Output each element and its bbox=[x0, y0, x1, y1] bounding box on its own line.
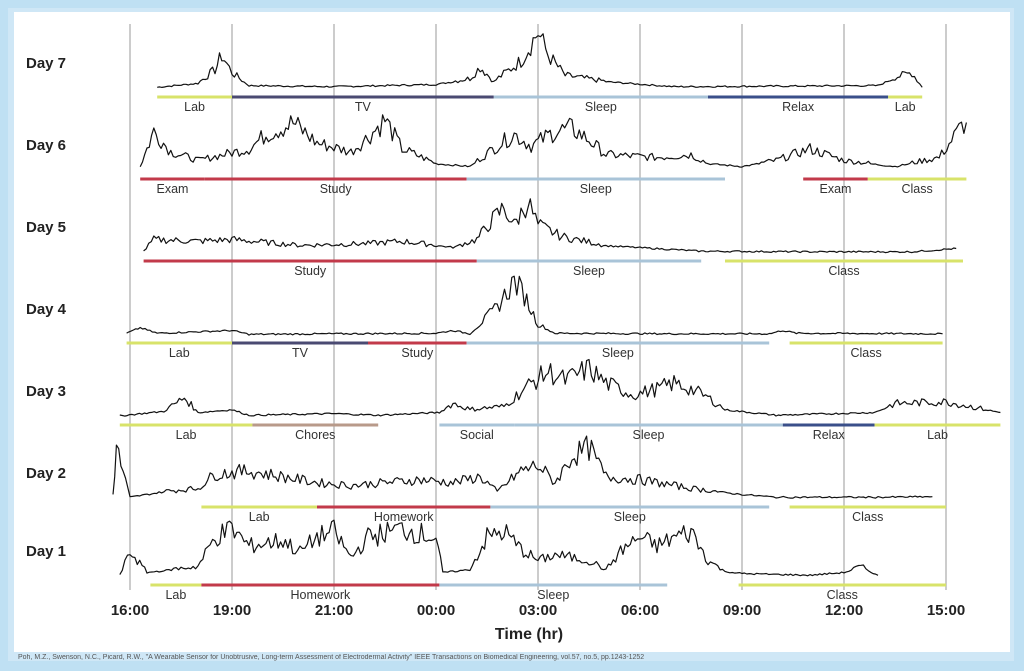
activity-label: Relax bbox=[782, 100, 815, 114]
activity-label: Class bbox=[901, 182, 932, 196]
eda-trace bbox=[119, 519, 879, 577]
activity-label: Sleep bbox=[585, 100, 617, 114]
day-label: Day 3 bbox=[26, 383, 66, 400]
x-tick-label: 00:00 bbox=[417, 602, 455, 619]
activity-label: Lab bbox=[184, 100, 205, 114]
day-label: Day 1 bbox=[26, 543, 66, 560]
activity-label: Sleep bbox=[573, 264, 605, 278]
eda-trace bbox=[157, 33, 923, 88]
x-tick-label: 06:00 bbox=[621, 602, 659, 619]
activity-label: Exam bbox=[157, 182, 189, 196]
eda-trace bbox=[112, 435, 933, 499]
eda-trace bbox=[139, 114, 967, 168]
day-label: Day 4 bbox=[26, 301, 67, 318]
activity-label: Lab bbox=[895, 100, 916, 114]
x-tick-label: 15:00 bbox=[927, 602, 965, 619]
x-tick-label: 16:00 bbox=[111, 602, 149, 619]
activity-label: TV bbox=[292, 346, 309, 360]
activity-label: Study bbox=[294, 264, 327, 278]
eda-chart: 16:00 19:00 21:00 00:00 03:00 06:00 09:00 12:00… bbox=[26, 24, 1001, 643]
activity-label: Lab bbox=[169, 346, 190, 360]
day-label: Day 2 bbox=[26, 465, 66, 482]
day-label: Day 7 bbox=[26, 55, 66, 72]
activity-label: Relax bbox=[813, 428, 846, 442]
eda-trace bbox=[126, 275, 943, 336]
activity-label: Study bbox=[401, 346, 434, 360]
citation: Poh, M.Z., Swenson, N.C., Picard, R.W., … bbox=[18, 654, 645, 661]
activity-label: Study bbox=[320, 182, 353, 196]
x-tick-label: 21:00 bbox=[315, 602, 353, 619]
activity-label: Homework bbox=[374, 510, 434, 524]
activity-label: Class bbox=[852, 510, 883, 524]
eda-trace bbox=[143, 198, 957, 254]
activity-label: Lab bbox=[249, 510, 270, 524]
activity-label: Sleep bbox=[580, 182, 612, 196]
eda-trace bbox=[119, 358, 1001, 417]
chart-panel: 16:00 19:00 21:00 00:00 03:00 06:00 09:00 12:00… bbox=[14, 12, 1010, 652]
x-tick-label: 12:00 bbox=[825, 602, 863, 619]
x-tick-label: 03:00 bbox=[519, 602, 557, 619]
activity-label: Exam bbox=[820, 182, 852, 196]
activity-label: Social bbox=[460, 428, 494, 442]
activity-label: Sleep bbox=[537, 588, 569, 602]
activity-label: Lab bbox=[927, 428, 948, 442]
activity-label: Sleep bbox=[633, 428, 665, 442]
activity-label: Class bbox=[850, 346, 881, 360]
activity-label: Chores bbox=[295, 428, 335, 442]
activity-label: TV bbox=[355, 100, 372, 114]
activity-label: Sleep bbox=[614, 510, 646, 524]
x-axis-label: Time (hr) bbox=[495, 626, 563, 643]
day-label: Day 6 bbox=[26, 137, 66, 154]
activity-label: Class bbox=[827, 588, 858, 602]
x-tick-label: 19:00 bbox=[213, 602, 251, 619]
activity-label: Sleep bbox=[602, 346, 634, 360]
activity-label: Lab bbox=[165, 588, 186, 602]
activity-label: Lab bbox=[176, 428, 197, 442]
x-tick-label: 09:00 bbox=[723, 602, 761, 619]
day-label: Day 5 bbox=[26, 219, 66, 236]
activity-label: Class bbox=[828, 264, 859, 278]
activity-label: Homework bbox=[291, 588, 351, 602]
